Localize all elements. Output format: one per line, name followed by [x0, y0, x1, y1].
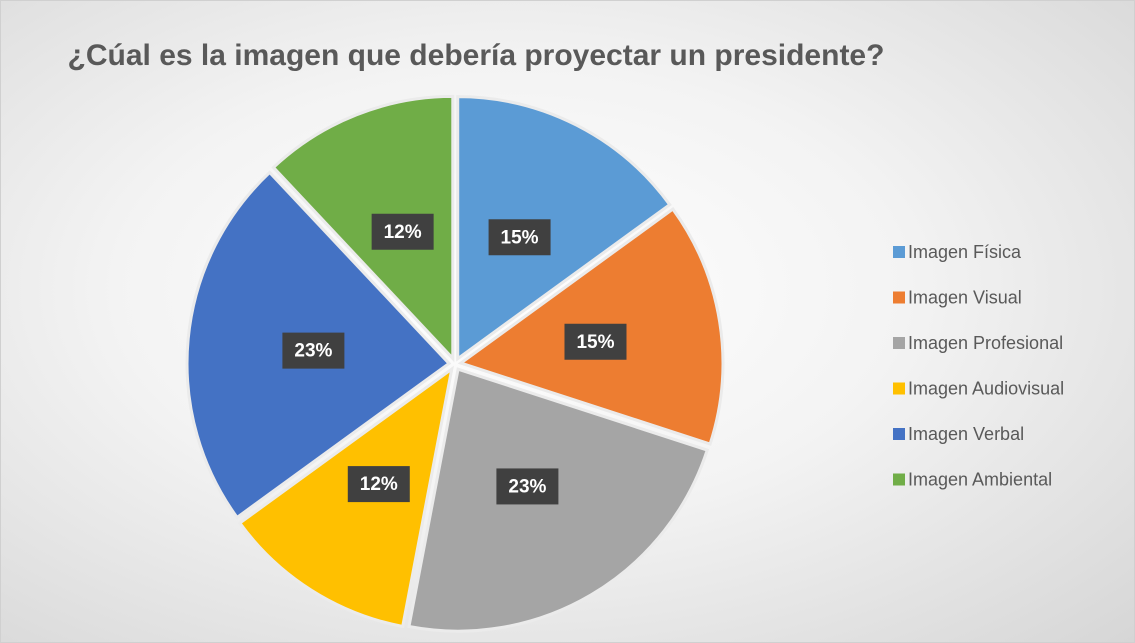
legend-swatch [893, 291, 905, 304]
legend-swatch [893, 337, 905, 349]
data-label-box [564, 323, 627, 360]
legend-swatch [893, 473, 905, 486]
data-label: 12% [360, 474, 398, 495]
data-label: 15% [576, 332, 614, 353]
pie-slice [237, 365, 454, 629]
legend-swatch [893, 246, 905, 258]
data-label-box [488, 219, 551, 256]
data-label: 15% [501, 227, 539, 248]
legend-text: Imagen Visual [908, 287, 1022, 307]
data-label-box [282, 332, 345, 369]
data-label: 12% [384, 222, 422, 243]
legend-text: Imagen Ambiental [908, 469, 1052, 489]
data-label: 23% [294, 341, 332, 362]
pie-slice [456, 95, 672, 362]
data-label-box [496, 468, 559, 505]
legend-swatch [893, 382, 905, 395]
data-label: 23% [508, 476, 546, 497]
chart-title: ¿Cúal es la imagen que debería proyectar… [68, 39, 885, 72]
data-label-box [371, 213, 434, 250]
legend-text: Imagen Verbal [908, 424, 1024, 444]
legend-text: Imagen Profesional [908, 333, 1063, 353]
legend-swatch [893, 428, 905, 440]
legend-text: Imagen Audiovisual [908, 378, 1064, 398]
data-label-box [347, 466, 410, 503]
pie-slice [271, 94, 455, 363]
legend-text: Imagen Física [908, 242, 1022, 262]
